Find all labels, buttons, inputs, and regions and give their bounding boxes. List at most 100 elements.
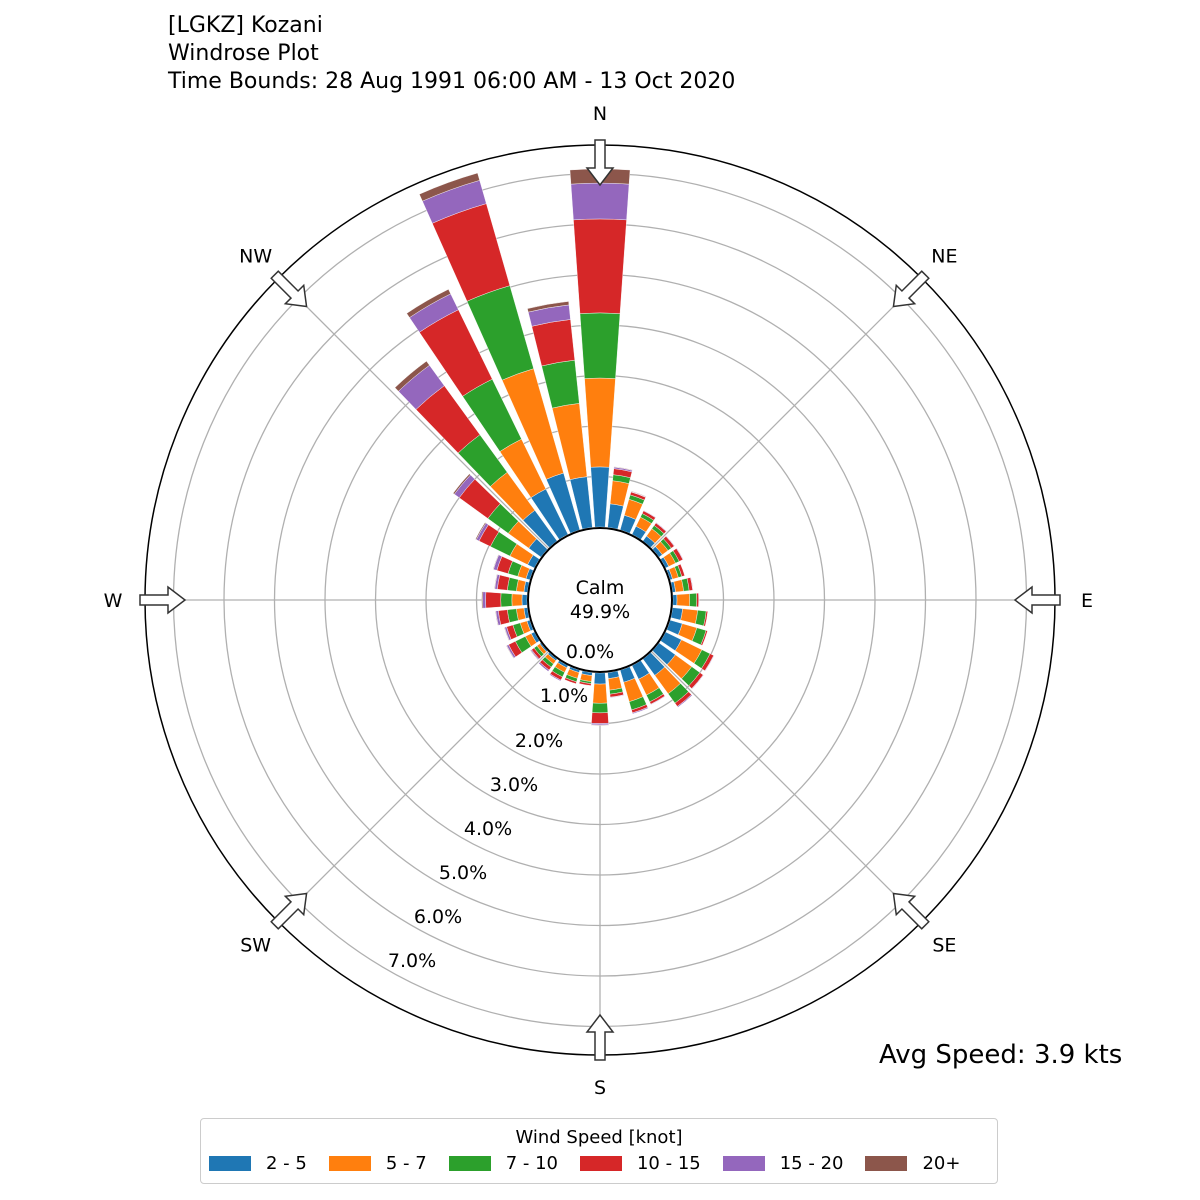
legend-swatch: [865, 1156, 908, 1171]
radial-tick-label: 2.0%: [515, 730, 563, 752]
bar-segment-50-15-20: [665, 535, 675, 547]
avg-speed: Avg Speed: 3.9 kts: [879, 1040, 1123, 1070]
compass-label-e: E: [1081, 590, 1093, 612]
legend-entry: 10 - 15: [579, 1153, 701, 1174]
compass-label-n: N: [593, 103, 607, 125]
legend-label: 15 - 20: [779, 1153, 844, 1174]
legend-entry: 15 - 20: [722, 1153, 844, 1174]
bar-segment-10-20+: [613, 466, 633, 471]
bar-segment-90-5-7: [676, 593, 690, 607]
bar-segment-70-10-15: [677, 563, 685, 577]
bar-segment-340-20+: [419, 172, 480, 202]
legend-swatch: [722, 1156, 765, 1171]
bar-segment-240-20+: [505, 645, 515, 659]
bar-segment-90-7-10: [689, 593, 697, 607]
legend-label: 5 - 7: [385, 1153, 427, 1174]
legend-label: 2 - 5: [266, 1153, 307, 1174]
plot-type-title: Windrose Plot: [168, 41, 319, 66]
bar-segment-250-20+: [503, 627, 510, 641]
direction-arrow-icon: [585, 139, 615, 187]
grid-spoke: [277, 650, 550, 923]
radial-tick-label: 7.0%: [388, 950, 436, 972]
grid-spoke: [650, 277, 923, 550]
bar-segment-160-15-20: [632, 707, 649, 715]
bar-segment-270-20+: [481, 591, 484, 609]
bar-segment-60-15-20: [676, 547, 684, 560]
direction-arrow-icon: [139, 585, 187, 615]
legend-label: 20+: [922, 1153, 961, 1174]
bar-segment-270-2-5: [521, 594, 528, 606]
bar-segment-180-10-15: [591, 712, 609, 724]
bar-segment-130-15-20: [691, 674, 704, 690]
direction-arrow-icon: [270, 270, 308, 308]
radial-tick-label: 4.0%: [464, 818, 512, 840]
bar-segment-150-15-20: [650, 695, 666, 705]
compass-label-sw: SW: [240, 934, 271, 956]
legend-swatch: [579, 1156, 622, 1171]
direction-arrow-icon: [892, 892, 930, 930]
bar-segment-120-15-20: [704, 655, 715, 672]
bar-segment-0-7-10: [579, 312, 621, 379]
bar-segment-90-10-15: [696, 592, 699, 608]
bar-segment-220-15-20: [538, 662, 550, 672]
legend-entry: 7 - 10: [448, 1153, 558, 1174]
radial-tick-label: 6.0%: [414, 906, 462, 928]
bar-segment-170-5-7: [608, 676, 623, 691]
bar-segment-20-20+: [630, 490, 647, 498]
bar-segment-180-20+: [591, 724, 609, 726]
grid-spoke: [650, 650, 923, 923]
legend-label: 7 - 10: [505, 1153, 558, 1174]
time-bounds-title: Time Bounds: 28 Aug 1991 06:00 AM - 13 O…: [168, 69, 736, 94]
bar-segment-330-20+: [406, 289, 451, 318]
legend-label: 10 - 15: [636, 1153, 701, 1174]
compass-label-nw: NW: [239, 246, 272, 268]
bar-segment-270-5-7: [511, 593, 523, 607]
compass-label-w: W: [104, 590, 123, 612]
bar-segment-100-5-7: [680, 608, 698, 625]
bar-segment-0-15-20: [570, 182, 630, 221]
bar-segment-270-10-15: [485, 591, 502, 609]
bar-segment-310-20+: [452, 473, 471, 495]
legend-entry: 20+: [865, 1153, 960, 1174]
bar-segment-10-2-5: [607, 503, 624, 530]
bar-segment-170-15-20: [609, 694, 625, 698]
compass-label-s: S: [594, 1077, 606, 1099]
radial-tick-label: 1.0%: [540, 685, 588, 707]
bar-segment-270-7-10: [500, 592, 513, 608]
bar-segment-110-10-15: [700, 630, 708, 646]
bar-segment-30-15-20: [643, 510, 657, 518]
bar-segment-90-2-5: [672, 594, 678, 606]
bar-segment-320-20+: [394, 360, 430, 392]
bar-segment-180-5-7: [592, 683, 608, 704]
calm-value: 49.9%: [570, 601, 630, 623]
bar-segment-200-10-15: [564, 677, 577, 685]
direction-arrow-icon: [892, 270, 930, 308]
bar-segment-0-5-7: [584, 377, 616, 468]
bar-segment-280-20+: [494, 574, 498, 590]
bar-segment-290-20+: [492, 554, 499, 570]
grid-spoke: [277, 277, 550, 550]
chart-title: [LGKZ] Kozani Windrose Plot Time Bounds:…: [168, 12, 735, 96]
direction-arrow-icon: [585, 1013, 615, 1061]
legend-swatch: [448, 1156, 491, 1171]
radial-tick-label: 3.0%: [490, 774, 538, 796]
bar-segment-180-7-10: [591, 702, 609, 714]
legend: Wind Speed [knot] 2 - 5 5 - 7 7 - 10 10 - 1…: [200, 1118, 998, 1184]
calm-circle: [527, 527, 673, 673]
bar-segment-190-10-15: [578, 681, 592, 686]
direction-arrow-icon: [270, 892, 308, 930]
legend-title: Wind Speed [knot]: [515, 1127, 683, 1148]
bar-segment-180-2-5: [593, 672, 607, 685]
radial-tick-label: 0.0%: [566, 641, 614, 663]
bar-segment-0-2-5: [590, 466, 610, 528]
bar-segment-80-15-20: [690, 577, 694, 591]
compass-label-ne: NE: [931, 246, 957, 268]
direction-arrow-icon: [1013, 585, 1061, 615]
radial-tick-label: 5.0%: [439, 862, 487, 884]
bar-segment-90-15-20: [698, 592, 700, 608]
bar-segment-270-15-20: [482, 591, 487, 609]
legend-entry: 2 - 5: [209, 1153, 307, 1174]
bar-segment-100-10-15: [703, 610, 708, 627]
bar-segment-140-15-20: [677, 694, 693, 708]
